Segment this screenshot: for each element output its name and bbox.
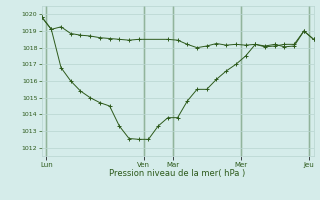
X-axis label: Pression niveau de la mer( hPa ): Pression niveau de la mer( hPa ): [109, 169, 246, 178]
